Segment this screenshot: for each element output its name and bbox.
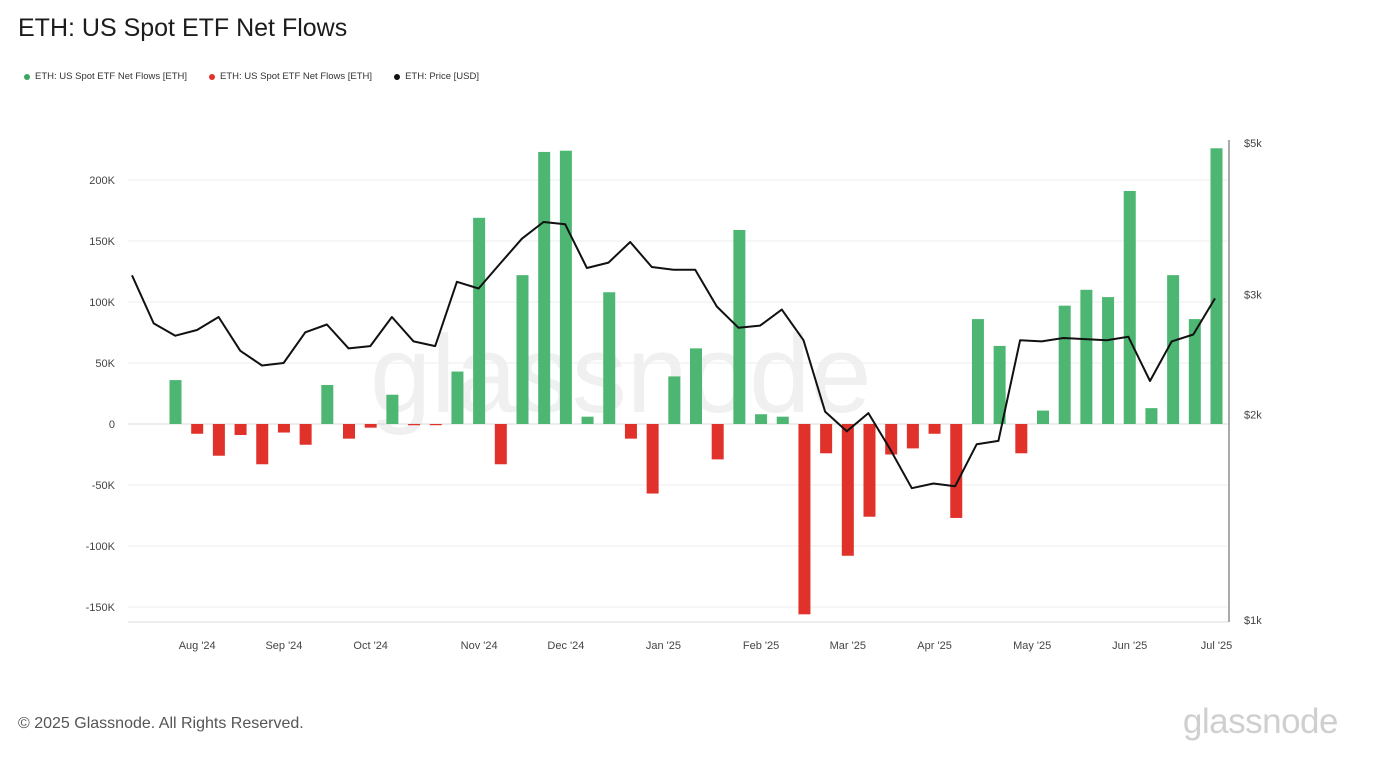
price-line-group xyxy=(131,221,1216,490)
y-tick-label: 50K xyxy=(95,358,115,370)
y-tick-label: -150K xyxy=(86,602,116,614)
copyright-text: © 2025 Glassnode. All Rights Reserved. xyxy=(18,715,304,732)
bar-inflow xyxy=(451,371,464,424)
right-tick-label: $3k xyxy=(1244,289,1262,301)
bar-outflow xyxy=(711,424,724,460)
bar-inflow xyxy=(690,348,702,424)
bar-inflow xyxy=(169,380,182,424)
chart-title: ETH: US Spot ETF Net Flows xyxy=(18,14,348,42)
bar-outflow xyxy=(429,424,442,426)
x-tick-label: Jan '25 xyxy=(646,640,681,652)
x-tick-label: Jun '25 xyxy=(1112,640,1147,652)
y-tick-label: 150K xyxy=(89,236,115,248)
bar-inflow xyxy=(1210,148,1223,424)
legend-swatch-price xyxy=(394,73,401,80)
bar-inflow xyxy=(668,376,681,424)
bar-outflow xyxy=(928,424,941,434)
bar-outflow xyxy=(256,424,269,465)
legend-item-outflows[interactable]: ETH: US Spot ETF Net Flows [ETH] xyxy=(209,71,372,82)
x-tick-label: Mar '25 xyxy=(830,640,866,652)
y-tick-label: 0 xyxy=(109,419,115,431)
x-tick-label: Jul '25 xyxy=(1201,640,1232,652)
y-tick-label: 100K xyxy=(89,297,115,309)
bar-inflow xyxy=(755,414,768,424)
bar-outflow xyxy=(863,424,876,517)
bar-outflow xyxy=(950,424,963,518)
x-tick-label: Aug '24 xyxy=(179,640,216,652)
bar-inflow xyxy=(776,416,789,424)
bar-outflow xyxy=(1015,424,1028,454)
y-tick-label: 200K xyxy=(89,175,115,187)
bar-inflow xyxy=(473,217,486,424)
bar-inflow xyxy=(538,151,551,424)
x-tick-label: May '25 xyxy=(1013,640,1051,652)
bar-outflow xyxy=(212,424,225,456)
x-tick-label: Feb '25 xyxy=(743,640,779,652)
bar-inflow xyxy=(1080,289,1093,424)
axes-group: 200K 150K 100K 50K 0 -50K -100K -150K $5k $3k $2k $… xyxy=(86,138,1263,652)
bar-inflow xyxy=(971,319,984,424)
bar-inflow xyxy=(559,150,572,424)
legend-label-inflows: ETH: US Spot ETF Net Flows [ETH] xyxy=(35,71,188,82)
legend: ETH: US Spot ETF Net Flows [ETH] ETH: US… xyxy=(24,71,479,82)
bar-inflow xyxy=(603,292,616,424)
bar-outflow xyxy=(906,424,919,449)
y-tick-label: -100K xyxy=(86,541,116,553)
x-tick-label: Nov '24 xyxy=(461,640,498,652)
legend-swatch-outflows xyxy=(209,73,216,80)
legend-label-outflows: ETH: US Spot ETF Net Flows [ETH] xyxy=(220,71,373,82)
bar-inflow xyxy=(386,394,399,424)
legend-swatch-inflows xyxy=(24,73,30,80)
bar-inflow xyxy=(1123,190,1136,424)
price-line xyxy=(131,221,1216,490)
bar-inflow xyxy=(1037,410,1049,424)
bar-inflow xyxy=(1188,319,1201,424)
bar-inflow xyxy=(993,345,1006,424)
bar-outflow xyxy=(343,424,355,439)
right-tick-label: $2k xyxy=(1244,410,1262,422)
right-tick-label: $1k xyxy=(1244,615,1262,627)
bar-inflow xyxy=(1102,297,1115,424)
bar-outflow xyxy=(191,424,204,434)
bar-inflow xyxy=(321,384,334,424)
bar-outflow xyxy=(277,424,290,433)
bar-inflow xyxy=(581,416,594,424)
right-tick-label: $5k xyxy=(1244,138,1262,150)
brand-logo: glassnode xyxy=(1182,702,1339,741)
bar-outflow xyxy=(841,424,854,556)
bar-outflow xyxy=(364,424,377,428)
bar-inflow xyxy=(516,275,529,424)
x-tick-label: Dec '24 xyxy=(547,640,584,652)
y-tick-label: -50K xyxy=(92,480,116,492)
bar-outflow xyxy=(624,424,637,439)
legend-item-inflows[interactable]: ETH: US Spot ETF Net Flows [ETH] xyxy=(24,71,187,82)
bar-outflow xyxy=(820,424,833,454)
legend-label-price: ETH: Price [USD] xyxy=(405,71,479,82)
bars-group xyxy=(169,148,1223,615)
bar-inflow xyxy=(1167,275,1180,424)
x-tick-label: Oct '24 xyxy=(353,640,388,652)
legend-item-price[interactable]: ETH: Price [USD] xyxy=(394,71,479,82)
bar-outflow xyxy=(408,424,421,426)
bar-outflow xyxy=(646,424,659,494)
x-tick-label: Sep '24 xyxy=(265,640,302,652)
bar-outflow xyxy=(798,424,811,615)
x-tick-label: Apr '25 xyxy=(917,640,952,652)
bar-outflow xyxy=(299,424,312,445)
bar-inflow xyxy=(1145,408,1158,424)
bar-inflow xyxy=(1058,305,1071,424)
bar-outflow xyxy=(494,424,507,465)
bar-outflow xyxy=(234,424,247,435)
